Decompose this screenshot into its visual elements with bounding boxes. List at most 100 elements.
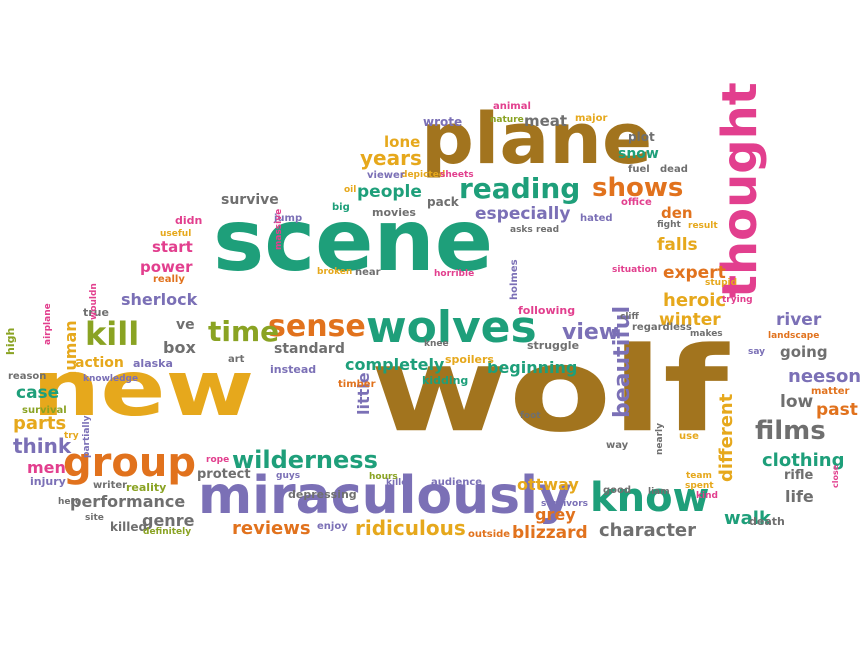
- word-rope: rope: [206, 455, 230, 465]
- word-know: know: [590, 475, 710, 521]
- word-films: films: [755, 416, 826, 446]
- word-useful: useful: [160, 229, 192, 239]
- word-blizzard: blizzard: [512, 523, 588, 543]
- word-alaska: alaska: [133, 357, 173, 370]
- word-going: going: [780, 343, 828, 361]
- word-hours: hours: [369, 472, 398, 482]
- word-definitely: definitely: [143, 527, 192, 537]
- word-protect: protect: [197, 467, 251, 482]
- word-cliff: cliff: [620, 312, 639, 322]
- word-foot: foot: [520, 411, 541, 421]
- word-broken: broken: [317, 267, 353, 277]
- word-wolf: wolf: [370, 322, 729, 459]
- word-matter: matter: [811, 386, 850, 397]
- word-den: den: [661, 204, 693, 222]
- word-landscape: landscape: [768, 331, 820, 341]
- word-injury: injury: [30, 475, 66, 488]
- word-fuel: fuel: [628, 164, 650, 175]
- word-wrote: wrote: [423, 115, 463, 129]
- word-walk: walk: [724, 508, 771, 529]
- word-animal: animal: [493, 101, 531, 112]
- word-expert: expert: [663, 263, 726, 283]
- word-scene: scene: [213, 191, 494, 291]
- word-reviews: reviews: [232, 518, 311, 539]
- word-outside: outside: [468, 529, 511, 540]
- word-years: years: [360, 146, 422, 170]
- word-close: close: [831, 464, 840, 488]
- word-liam: liam: [648, 487, 670, 497]
- word-genre: genre: [142, 511, 195, 530]
- word-say: say: [748, 347, 766, 357]
- word-ve: ve: [176, 317, 195, 333]
- word-miraculously: miraculously: [198, 466, 572, 526]
- word-site: site: [85, 513, 104, 523]
- word-character: character: [599, 520, 697, 541]
- word-think: think: [13, 434, 72, 458]
- word-kind: kind: [696, 491, 718, 501]
- word-rifle: rifle: [784, 468, 814, 483]
- word-reading: reading: [459, 172, 581, 205]
- word-group: group: [63, 440, 196, 486]
- word-case: case: [16, 383, 60, 403]
- word-box: box: [163, 338, 196, 357]
- word-result: result: [688, 221, 718, 231]
- word-makes: makes: [690, 329, 723, 339]
- word-wouldn: wouldn: [89, 283, 99, 320]
- word-time: time: [208, 315, 280, 348]
- word-office: office: [621, 197, 652, 208]
- word-kidding: kidding: [422, 374, 469, 387]
- word-shows: shows: [592, 173, 684, 203]
- word-beginning: beginning: [487, 358, 578, 377]
- word-sheets: sheets: [440, 170, 474, 180]
- word-human: human: [61, 320, 80, 382]
- word-read: read: [536, 225, 560, 235]
- word-kill: kill: [85, 315, 140, 353]
- word-killed: killed: [110, 520, 148, 534]
- word-use: use: [679, 431, 699, 442]
- word-low: low: [780, 392, 814, 412]
- word-snow: snow: [618, 146, 659, 162]
- word-massive: massive: [274, 208, 284, 250]
- word-viewer: viewer: [367, 170, 405, 181]
- word-reality: reality: [126, 481, 167, 494]
- word-high: high: [4, 327, 17, 355]
- word-river: river: [776, 310, 822, 330]
- word-meat: meat: [524, 112, 568, 130]
- word-team: team: [686, 471, 712, 481]
- word-clothing: clothing: [762, 450, 845, 471]
- word-pack: pack: [427, 195, 459, 209]
- word-fight: fight: [657, 220, 681, 230]
- word-start: start: [152, 238, 193, 256]
- word-guys: guys: [276, 471, 301, 481]
- word-hero: hero: [58, 497, 82, 507]
- word-struggle: struggle: [527, 339, 580, 352]
- word-airplane: airplane: [43, 303, 53, 345]
- word-enjoy: enjoy: [317, 521, 348, 532]
- word-nature: nature: [490, 115, 524, 125]
- word-art: art: [228, 354, 245, 365]
- word-really: really: [153, 274, 185, 285]
- word-depressing: depressing: [288, 488, 357, 501]
- word-killer: killer: [386, 478, 412, 488]
- word-ottway: ottway: [517, 475, 579, 494]
- word-stupid: stupid: [705, 278, 738, 288]
- word-past: past: [816, 400, 858, 420]
- word-survival: survival: [22, 405, 67, 416]
- word-asks: asks: [510, 225, 533, 235]
- word-performance: performance: [70, 492, 186, 511]
- word-good: good: [603, 485, 632, 496]
- word-lone: lone: [384, 133, 421, 151]
- word-instead: instead: [270, 363, 317, 376]
- word-way: way: [606, 440, 629, 451]
- word-death: death: [749, 515, 785, 528]
- word-horrible: horrible: [434, 269, 475, 279]
- word-near: near: [355, 267, 381, 278]
- word-survive: survive: [221, 192, 279, 208]
- word-movies: movies: [372, 206, 416, 219]
- word-view: view: [562, 320, 620, 345]
- word-wilderness: wilderness: [232, 446, 378, 474]
- word-hated: hated: [580, 213, 613, 224]
- word-ridiculous: ridiculous: [355, 516, 466, 540]
- word-survivors: survivors: [541, 499, 588, 509]
- word-plot: plot: [628, 130, 655, 144]
